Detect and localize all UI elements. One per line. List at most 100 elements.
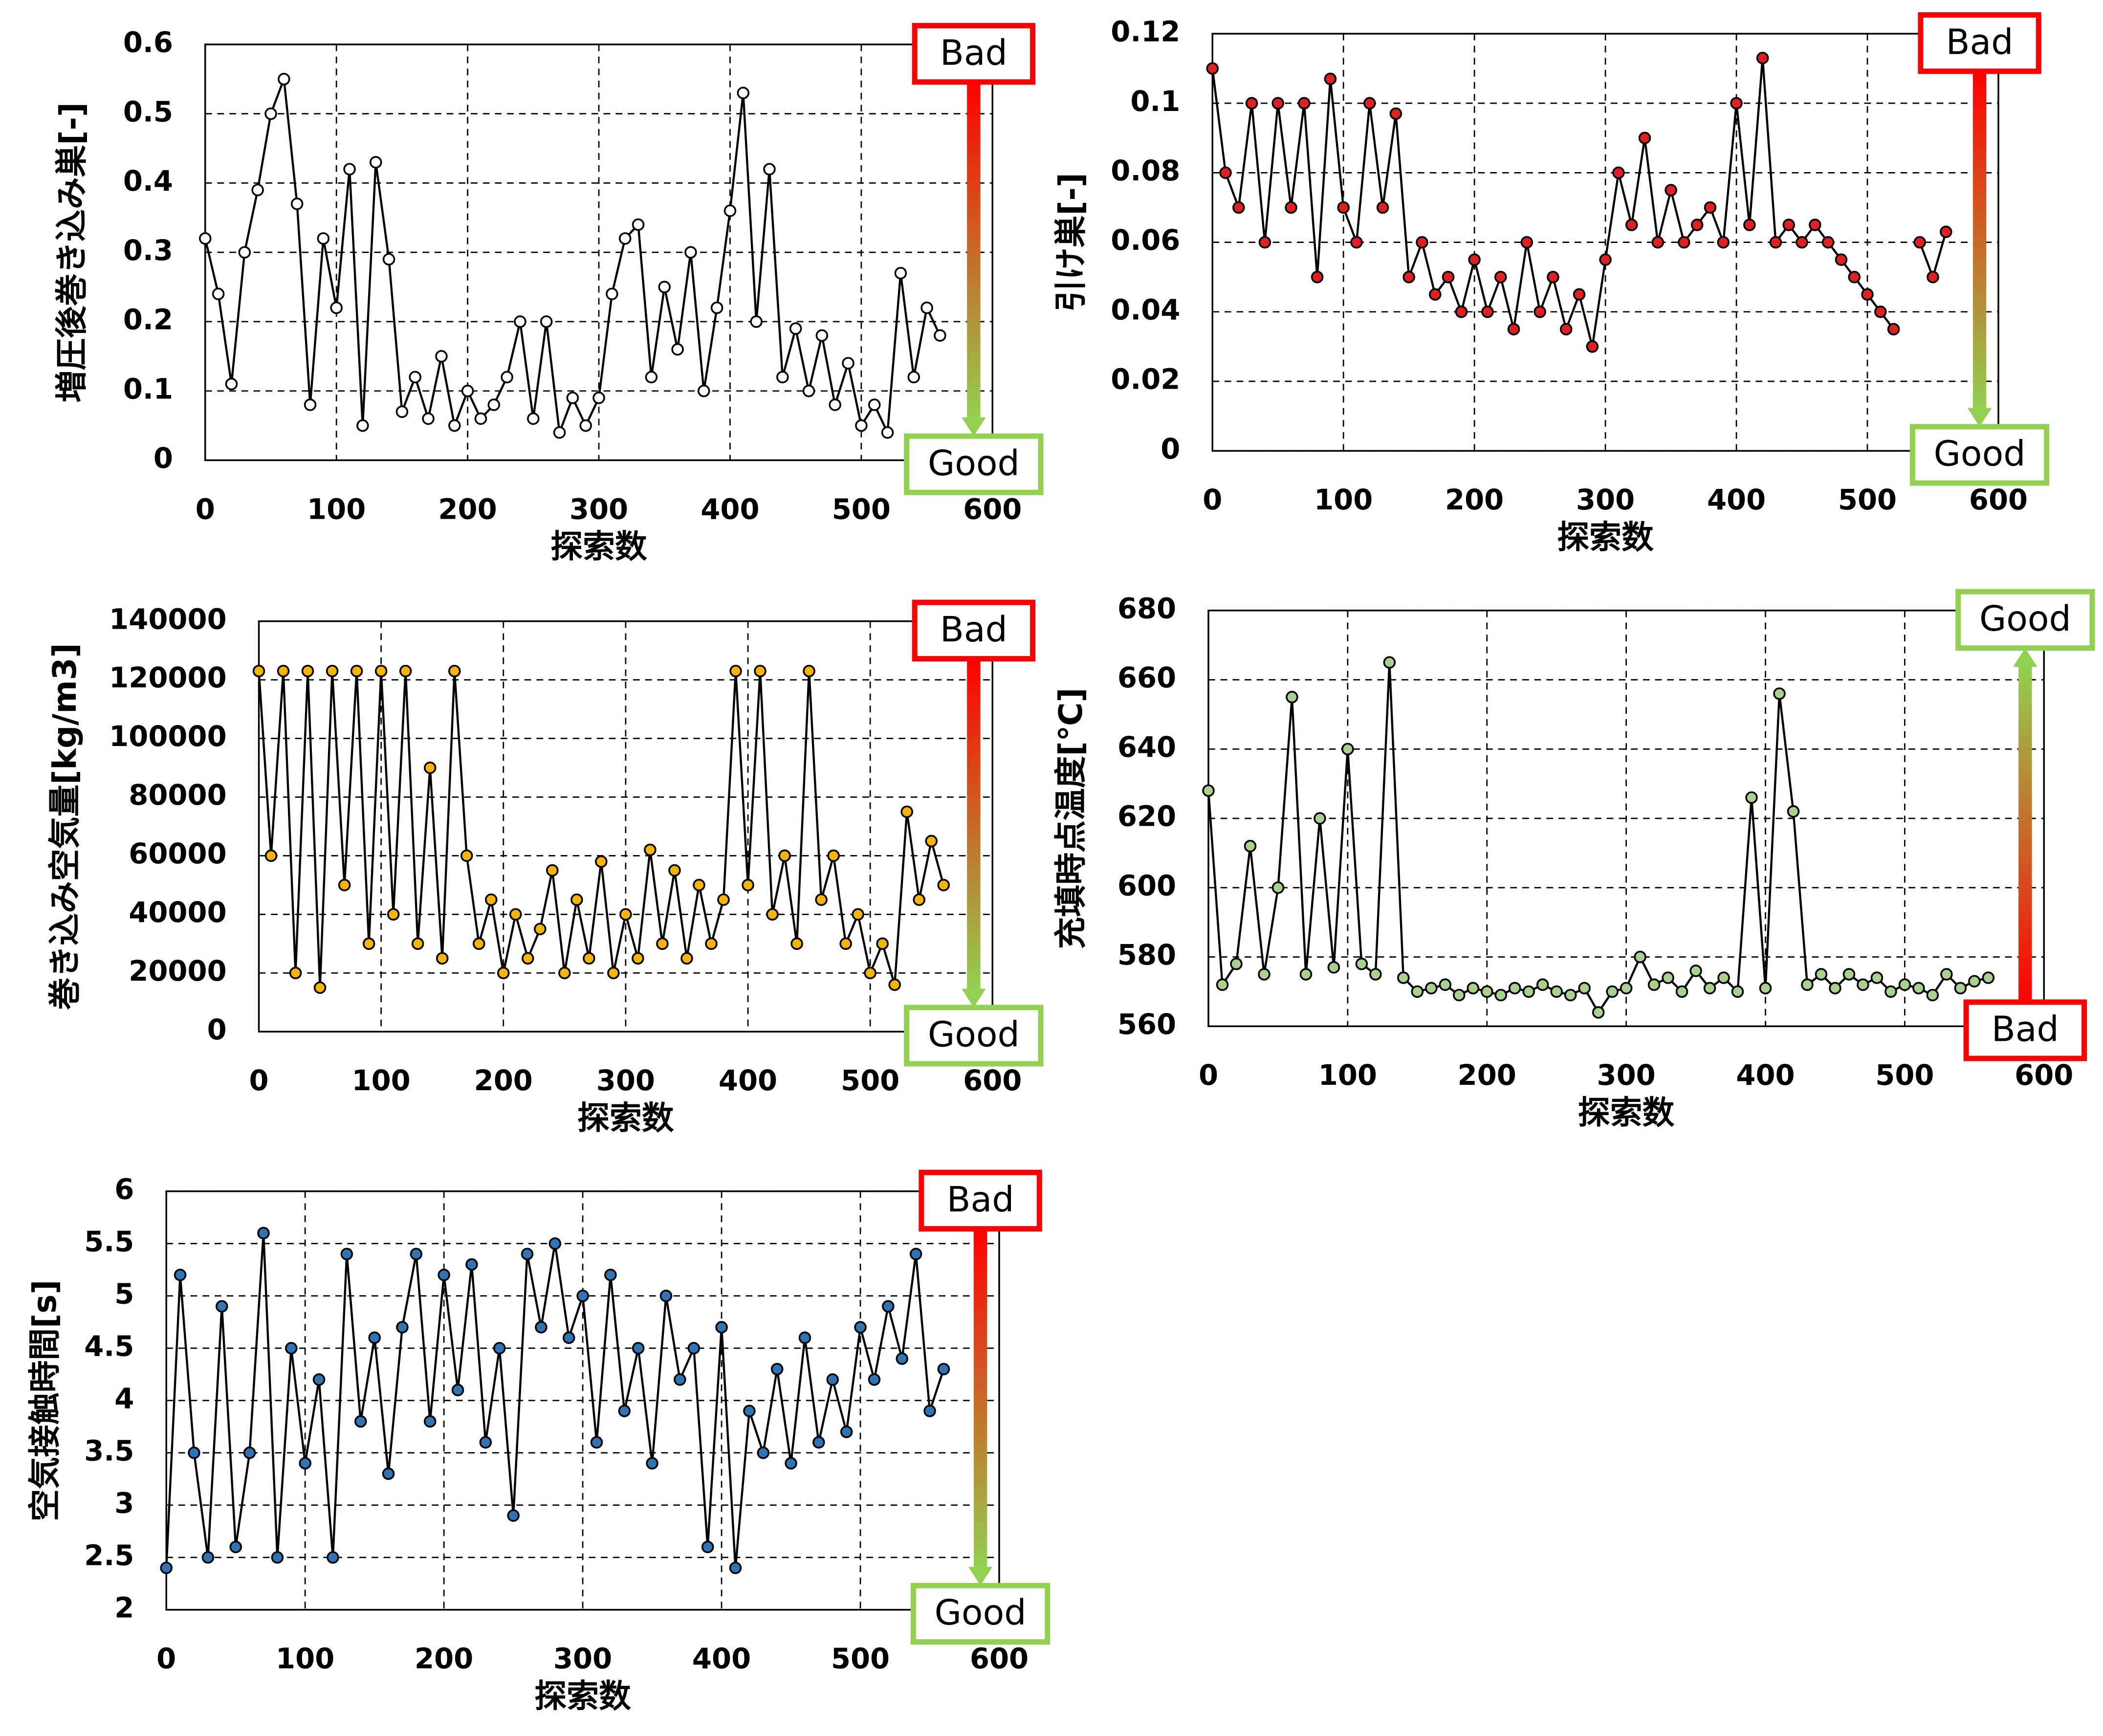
data-point [1550, 985, 1563, 998]
x-tick-label: 200 [1445, 483, 1504, 516]
data-point [1327, 961, 1340, 974]
data-point [742, 879, 754, 892]
data-point [656, 937, 669, 950]
data-point [920, 301, 933, 314]
arrow-shaft [2018, 666, 2032, 1002]
data-point [1887, 323, 1900, 336]
x-tick-label: 0 [156, 1643, 176, 1675]
good-label: Good [1934, 434, 2026, 474]
data-point [1494, 270, 1507, 284]
y-tick-label: 6 [114, 1173, 134, 1206]
y-tick-label: 80000 [129, 779, 226, 812]
data-point [826, 1373, 839, 1386]
y-tick-label: 4.5 [84, 1330, 134, 1362]
data-point [304, 398, 317, 411]
data-point [1874, 306, 1887, 318]
data-point [438, 1269, 450, 1281]
data-point [1439, 978, 1452, 991]
good-box [910, 1582, 1051, 1645]
data-point [1821, 236, 1835, 249]
data-point [313, 981, 327, 994]
x-tick-label: 300 [553, 1643, 612, 1675]
data-point [338, 879, 351, 892]
data-point [369, 156, 382, 169]
data-point [937, 1362, 950, 1376]
chart: 0 0.1 0.2 0.3 0.4 0.5 0.6 0 100 200 300 400 500 600 探索… [53, 23, 1044, 566]
data-point [854, 1321, 867, 1334]
arrow-head [2013, 648, 2037, 667]
data-point [619, 908, 632, 921]
y-tick-label: 0.02 [1111, 363, 1180, 396]
good-box [1909, 424, 2050, 486]
data-point [868, 1373, 881, 1386]
data-point [1835, 253, 1848, 266]
x-tick-label: 300 [1597, 1059, 1656, 1092]
data-point [618, 232, 632, 245]
data-point [1968, 975, 1981, 988]
data-point [264, 107, 277, 120]
data-point [493, 1341, 506, 1355]
data-point [540, 315, 553, 328]
data-point [607, 967, 620, 980]
data-point [1324, 72, 1337, 86]
data-point [1453, 989, 1466, 1002]
data-point [776, 371, 789, 384]
data-point [174, 1269, 187, 1281]
data-point [1244, 839, 1257, 853]
data-point [252, 664, 265, 678]
data-point [881, 426, 894, 439]
data-point [326, 664, 339, 678]
x-tick-label: 200 [474, 1064, 533, 1097]
bad-label: Bad [947, 1179, 1014, 1220]
x-tick-label: 600 [2015, 1059, 2073, 1092]
data-point [604, 1269, 617, 1281]
data-point [1809, 219, 1821, 231]
data-point [1230, 957, 1243, 970]
data-point [435, 350, 448, 363]
data-point [201, 1551, 215, 1564]
data-point [1857, 978, 1869, 991]
data-point [644, 843, 657, 857]
y-tick-label: 20000 [129, 955, 226, 988]
y-axis-label: 引け巣[-] [1052, 173, 1090, 312]
data-point [436, 952, 449, 965]
x-axis-label: 探索数 [534, 1677, 631, 1715]
data-point [548, 1237, 562, 1250]
y-tick-label: 140000 [109, 603, 227, 636]
bad-box [1918, 12, 2041, 74]
data-point [238, 246, 251, 259]
data-point [472, 937, 485, 950]
data-point [1389, 107, 1402, 120]
data-point [1675, 985, 1688, 998]
data-point [671, 343, 684, 356]
data-point [1745, 791, 1758, 804]
arrow-head [968, 1566, 993, 1586]
data-point [595, 855, 608, 868]
data-point [448, 419, 461, 432]
plot-frame [258, 620, 993, 1033]
data-point [243, 1446, 256, 1459]
data-point [1573, 288, 1586, 301]
y-tick-label: 2.5 [84, 1539, 134, 1572]
arrow-shaft [967, 659, 981, 989]
data-point [1717, 971, 1730, 984]
x-tick-label: 0 [1203, 483, 1222, 516]
data-point [327, 1551, 339, 1564]
data-point [264, 849, 278, 862]
data-point [723, 204, 737, 217]
data-point [876, 937, 889, 950]
data-point [479, 1436, 492, 1449]
x-tick-label: 0 [196, 493, 215, 526]
data-point [592, 392, 605, 404]
data-point [802, 384, 815, 397]
y-tick-label: 40000 [129, 896, 226, 929]
data-point [1298, 97, 1311, 110]
data-point [1507, 323, 1520, 336]
data-point [798, 1331, 811, 1344]
data-point [1271, 881, 1285, 894]
data-point [882, 1300, 895, 1313]
data-point [410, 1248, 423, 1260]
x-axis-label: 探索数 [550, 528, 647, 566]
y-axis-label: 増圧後巻き込み巣[-] [53, 102, 90, 402]
data-point [680, 952, 693, 965]
